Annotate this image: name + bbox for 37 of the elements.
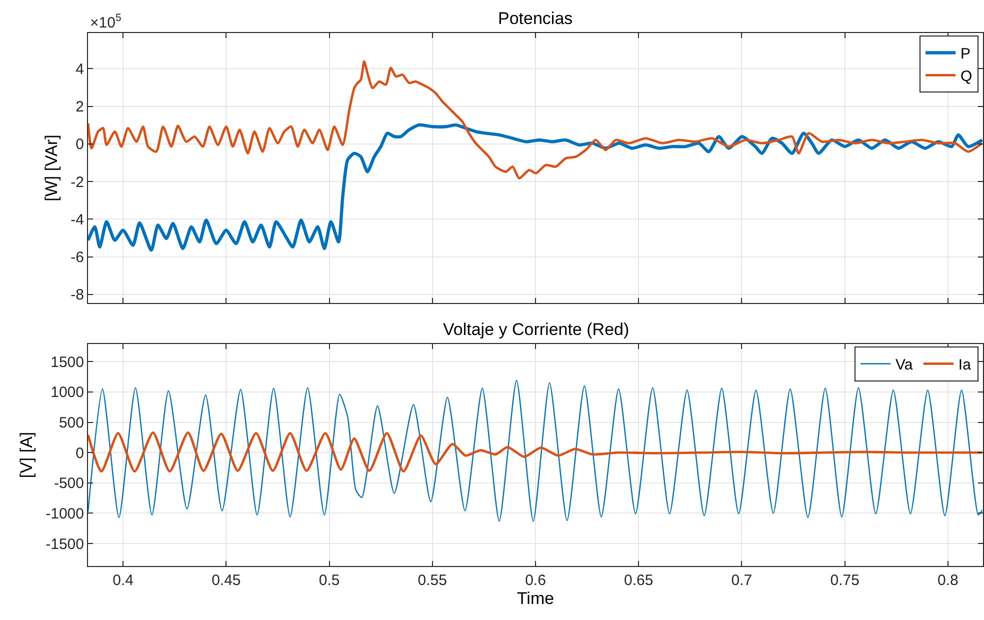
y-tick-label: -8 — [70, 286, 84, 304]
y-tick-label: 0 — [76, 444, 84, 462]
line-series — [88, 380, 983, 522]
y-tick-label: 1500 — [50, 354, 84, 371]
y-tick-label: 4 — [76, 60, 84, 78]
line-series — [88, 123, 983, 252]
y-tick-label: -4 — [70, 211, 84, 228]
x-tick-label: 0.65 — [624, 572, 654, 589]
x-tick-label: 0.5 — [318, 572, 340, 589]
x-tick-label: 0.45 — [212, 572, 241, 589]
y-tick-label: 2 — [76, 98, 84, 116]
y-tick-label: -6 — [70, 249, 84, 266]
x-axis-title: Time — [516, 589, 554, 608]
y-axis-title: [V] [A] — [17, 432, 36, 478]
x-tick-label: 0.75 — [830, 572, 860, 589]
y-tick-label: -1000 — [46, 505, 84, 522]
y-axis-title: [W] [VAr] — [42, 134, 62, 202]
legend-label: Ia — [958, 356, 972, 374]
y-tick-label: -2 — [70, 174, 84, 191]
chart-title: Potencias — [498, 9, 573, 28]
y-tick-label: -1500 — [46, 536, 84, 553]
x-tick-label: 0.7 — [731, 572, 752, 589]
y-tick-label: -500 — [54, 475, 84, 492]
y-tick-label: 500 — [58, 414, 84, 432]
x-tick-label: 0.4 — [112, 572, 134, 589]
y-tick-label: 1000 — [50, 384, 84, 402]
legend-label: Q — [960, 68, 972, 86]
chart-title: Voltaje y Corriente (Red) — [443, 320, 630, 339]
y-tick-label: 0 — [76, 136, 84, 154]
x-tick-label: 0.8 — [938, 572, 958, 589]
x-tick-label: 0.55 — [418, 572, 447, 589]
line-series — [88, 431, 983, 473]
line-series — [88, 60, 983, 180]
legend-label: Va — [896, 356, 914, 374]
legend-label: P — [960, 46, 971, 63]
text: ×10$^{5}$ — [90, 12, 122, 32]
x-tick-label: 0.6 — [525, 572, 546, 589]
